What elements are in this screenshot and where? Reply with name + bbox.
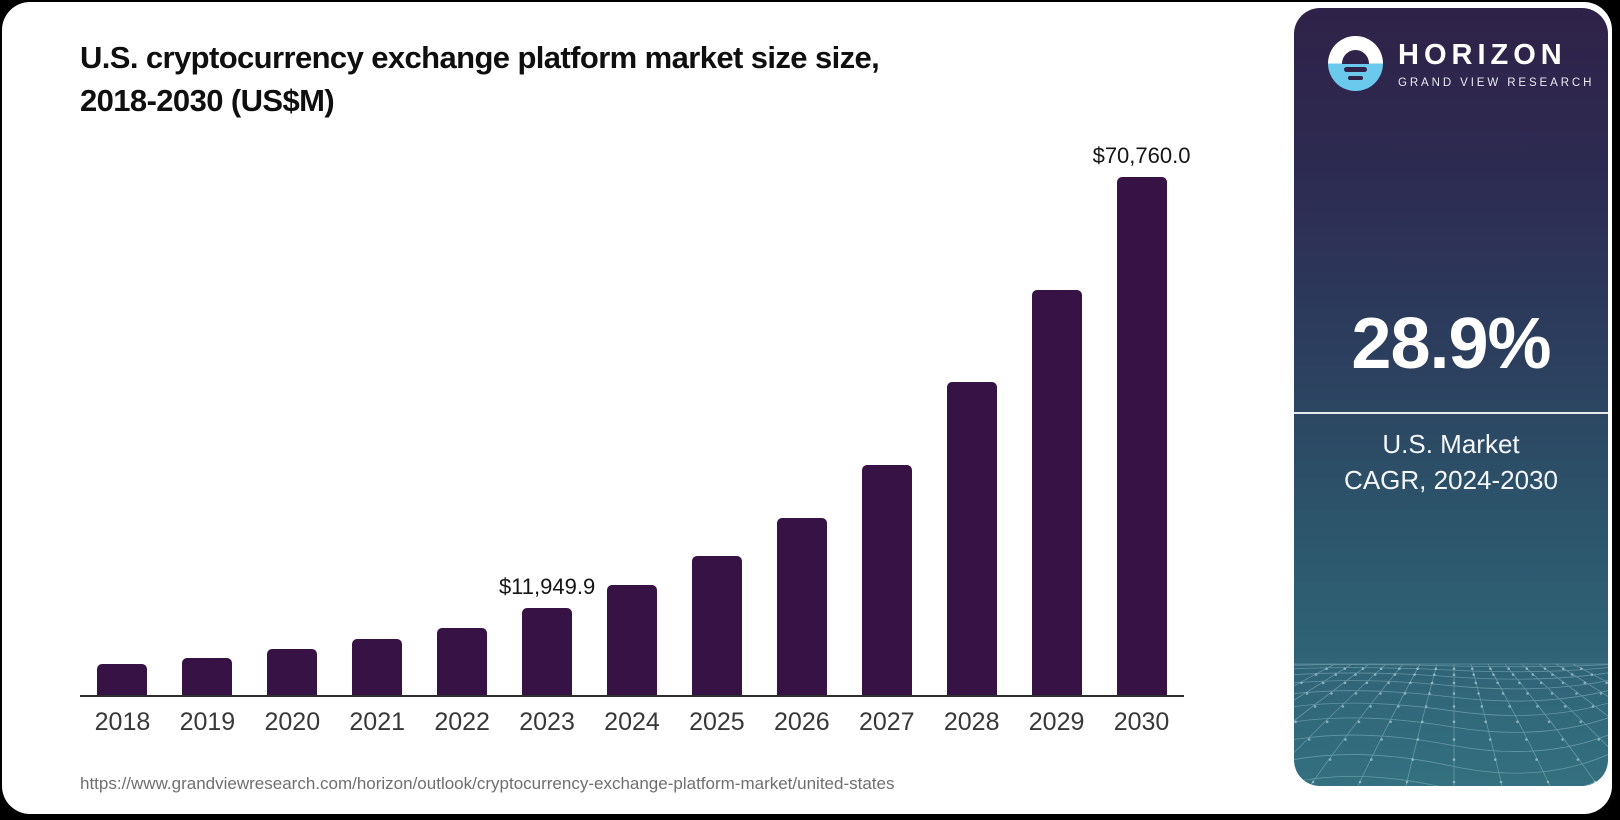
bar-slot-2030: $70,760.0 [1093,143,1190,695]
bar-2020 [267,648,318,695]
x-axis-label-2028: 2028 [943,708,1000,736]
x-axis-label-2026: 2026 [774,708,830,736]
bar-2030 [1116,177,1167,695]
stat-divider [1294,412,1608,414]
mesh-decoration [1294,658,1608,786]
bar-2019 [182,657,233,695]
bar-slot-2029 [1014,177,1099,695]
brand-subtitle: GRAND VIEW RESEARCH [1398,76,1595,89]
x-axis-label-2020: 2020 [264,708,321,736]
x-axis-label-2030: 2030 [1113,708,1170,736]
wireframe-mesh-icon [1294,663,1608,786]
chart-title-line-2: 2018-2030 (US$M) [80,83,335,118]
bar-2029 [1031,290,1082,695]
bar-slot-2021 [335,177,420,695]
horizon-sun-icon [1328,36,1383,91]
bar-slot-2022 [420,177,505,695]
x-axis-label-2024: 2024 [604,708,660,736]
sidebar: HORIZON GRAND VIEW RESEARCH 28.9% U.S. M… [1294,8,1608,786]
bar-2022 [437,627,488,695]
bar-slot-2025 [674,177,759,695]
x-axis-labels: 2018 2019 2020 2021 2022 2023 2024 2025 2026 2027… [80,708,1184,737]
bar-2025 [691,555,742,695]
x-axis-label-2025: 2025 [689,708,745,736]
x-axis-label-2018: 2018 [94,708,151,736]
brand-name: HORIZON [1398,38,1567,71]
x-axis-label-2021: 2021 [349,708,406,736]
bar-slot-2019 [165,177,250,695]
x-axis-label-2019: 2019 [179,708,236,736]
bar-2028 [946,381,997,695]
cagr-caption-line-2: CAGR, 2024-2030 [1344,465,1558,495]
bar-value-label-2023: $11,949.9 [498,573,596,599]
x-axis-label-2022: 2022 [434,708,490,736]
bar-slot-2018 [80,177,165,695]
bar-slot-2026 [759,177,844,695]
bar-2024 [606,585,657,695]
bar-slot-2020 [250,177,335,695]
bar-slot-2024 [590,177,675,695]
brand-text: HORIZON GRAND VIEW RESEARCH [1398,39,1594,89]
bar-slot-2028 [929,177,1014,695]
bar-2018 [97,663,148,695]
bar-slot-2027 [844,177,929,695]
bar-2021 [352,639,403,695]
x-axis-label-2029: 2029 [1028,708,1085,736]
x-axis-label-2027: 2027 [858,708,915,736]
source-url: https://www.grandviewresearch.com/horizo… [80,774,895,793]
chart-title-line-1: U.S. cryptocurrency exchange platform ma… [80,40,880,75]
bar-2027 [861,465,912,695]
bar-value-label-2030: $70,760.0 [1092,143,1191,168]
cagr-caption-line-1: U.S. Market [1382,429,1520,459]
chart-plot: $11,949.9 $70,760.0 [80,143,1190,695]
chart-title: U.S. cryptocurrency exchange platform ma… [80,36,880,122]
x-axis-label-2023: 2023 [519,708,575,736]
cagr-value: 28.9% [1351,304,1551,384]
bar-2026 [776,517,827,695]
bar-2023 [522,607,573,695]
brand-logo: HORIZON GRAND VIEW RESEARCH [1328,36,1594,91]
bar-slot-2023: $11,949.9 [499,177,595,695]
x-axis-line [80,695,1184,697]
cagr-caption: U.S. Market CAGR, 2024-2030 [1294,426,1608,498]
